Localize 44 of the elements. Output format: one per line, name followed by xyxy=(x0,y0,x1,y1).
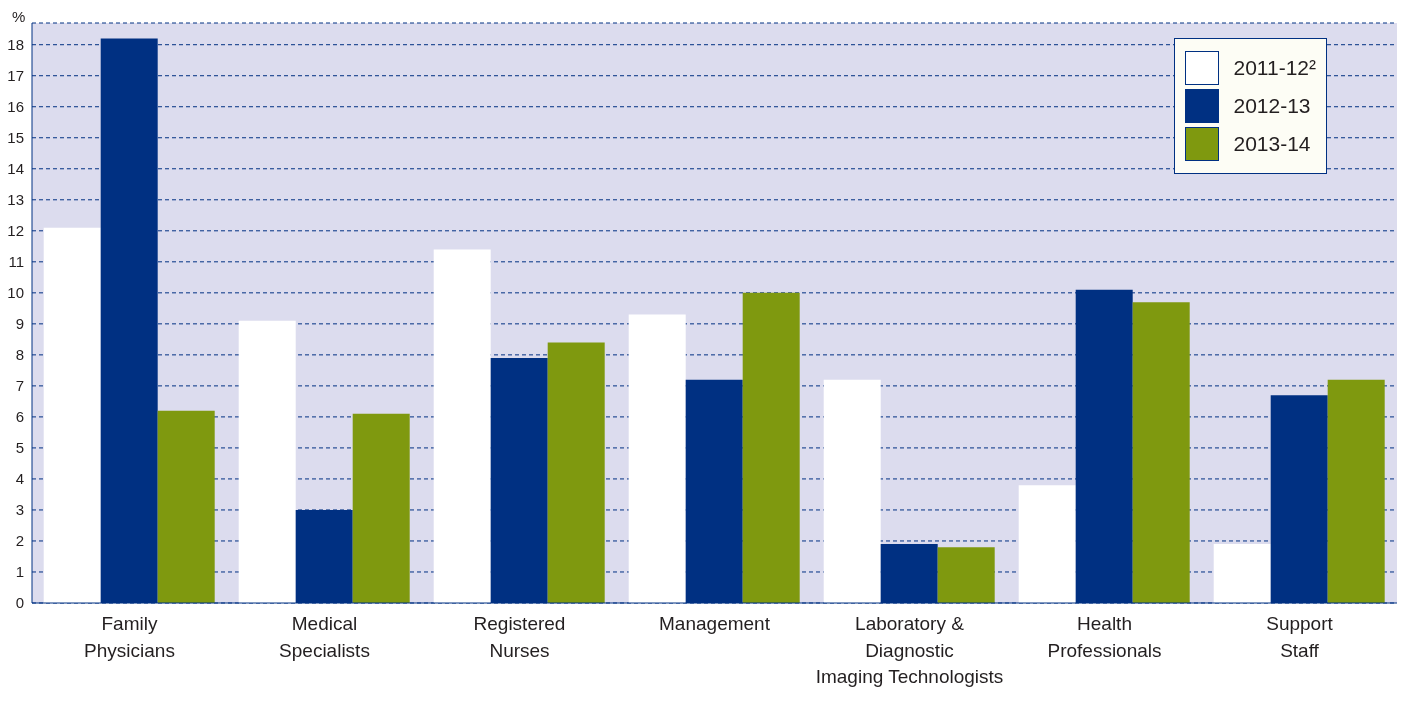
x-tick-label: Health Professionals xyxy=(1047,613,1162,661)
bar xyxy=(43,227,101,603)
bar xyxy=(547,342,605,603)
x-tick-label: Management xyxy=(659,613,771,635)
bar xyxy=(1132,302,1190,603)
y-tick-label: 3 xyxy=(15,501,24,519)
bar xyxy=(1018,485,1076,603)
y-tick-label: 15 xyxy=(7,129,24,147)
bar xyxy=(352,413,410,603)
legend-label: 2011-12² xyxy=(1233,56,1316,80)
bar xyxy=(823,379,881,603)
y-tick-label: 11 xyxy=(8,253,24,271)
bar xyxy=(628,314,686,603)
y-tick-label: 14 xyxy=(7,160,24,178)
y-tick-label: 12 xyxy=(7,222,24,240)
y-tick-label: 8 xyxy=(15,346,24,364)
y-tick-label: 0 xyxy=(15,594,24,612)
y-tick-label: 7 xyxy=(15,377,24,395)
y-tick-label: 9 xyxy=(15,315,24,333)
bar xyxy=(1213,544,1271,603)
y-tick-label: 16 xyxy=(7,98,24,116)
bar xyxy=(157,410,215,603)
bar xyxy=(433,249,491,603)
y-axis-title: % xyxy=(12,8,26,25)
y-tick-label: 5 xyxy=(15,439,24,457)
legend-label: 2013-14 xyxy=(1233,132,1311,156)
bar xyxy=(742,292,800,603)
y-tick-label: 10 xyxy=(7,284,24,302)
bar xyxy=(1327,379,1385,603)
bar xyxy=(238,320,296,603)
y-tick-label: 6 xyxy=(15,408,24,426)
y-tick-label: 18 xyxy=(7,36,24,54)
y-tick-label: 17 xyxy=(7,67,24,85)
x-tick-label: Registered Nurses xyxy=(473,613,566,661)
x-tick-label: Family Physicians xyxy=(84,613,175,661)
y-tick-label: 1 xyxy=(15,563,24,581)
y-tick-label: 4 xyxy=(15,470,24,488)
x-tick-label: Medical Specialists xyxy=(279,613,370,661)
legend-label: 2012-13 xyxy=(1233,94,1311,118)
y-tick-label: 13 xyxy=(7,191,24,209)
bar xyxy=(937,547,995,603)
y-tick-label: 2 xyxy=(15,532,24,550)
x-tick-label: Support Staff xyxy=(1266,613,1334,661)
x-tick-label: Laboratory & Diagnostic Imaging Technologists xyxy=(815,613,1004,688)
